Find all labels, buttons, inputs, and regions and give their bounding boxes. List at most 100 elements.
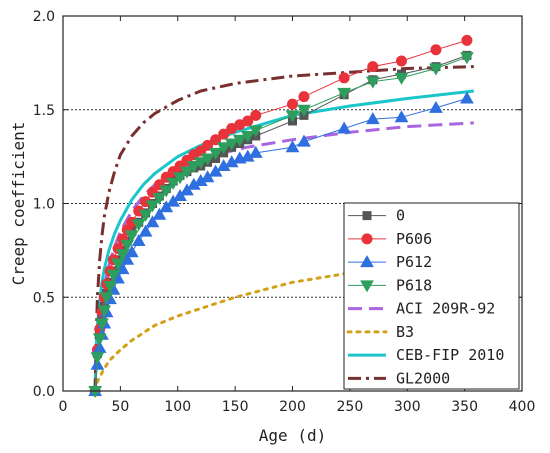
series-p618 xyxy=(88,52,474,399)
legend-item: P612 xyxy=(348,253,432,271)
data-point-triangle-up xyxy=(152,207,167,220)
legend-label: GL2000 xyxy=(396,369,450,387)
y-axis-title: Creep coefficient xyxy=(9,122,28,286)
data-point-triangle-down xyxy=(115,249,130,262)
data-point-triangle-down xyxy=(145,200,160,213)
data-point-triangle-down xyxy=(232,134,247,147)
data-point-triangle-down xyxy=(337,87,351,100)
data-point-circle xyxy=(361,233,373,245)
data-point-triangle-down xyxy=(159,185,174,198)
data-point-triangle-up xyxy=(248,145,263,158)
data-point-circle xyxy=(242,115,254,127)
axes: 0 50 100 150 200 250 300 350 400 0.0 0.5 1.0 1.5 2.0 A… xyxy=(9,9,535,445)
y-tick-label: 0.0 xyxy=(33,384,55,400)
data-point-circle xyxy=(461,34,473,46)
legend-label: P612 xyxy=(396,253,432,271)
x-tick-label: 50 xyxy=(111,399,129,415)
legend-label: CEB-FIP 2010 xyxy=(396,346,504,364)
data-point-triangle-down xyxy=(111,258,125,271)
x-tick-label: 250 xyxy=(337,399,364,415)
legend-box xyxy=(343,202,520,390)
data-point-triangle-down xyxy=(360,280,374,293)
data-point-triangle-down xyxy=(99,292,114,305)
legend: 0 P606 P612 P618 ACI 209R-92 B3 CEB-FIP 2010 GL… xyxy=(343,202,520,390)
data-point-triangle-up xyxy=(124,245,139,258)
data-point-triangle-down xyxy=(166,177,181,190)
data-point-triangle-down xyxy=(224,138,239,151)
data-point-triangle-down xyxy=(138,209,153,222)
legend-label: P606 xyxy=(396,230,432,248)
data-point-triangle-down xyxy=(173,172,187,185)
data-point-triangle-down xyxy=(131,219,146,232)
legend-item: GL2000 xyxy=(348,369,450,387)
y-tick-label: 0.5 xyxy=(33,290,55,306)
data-point-circle xyxy=(218,128,230,140)
data-point-triangle-up xyxy=(460,91,474,104)
data-point-triangle-up xyxy=(285,140,300,153)
data-point-circle xyxy=(298,91,310,103)
legend-item: P618 xyxy=(348,276,432,294)
series-layer xyxy=(88,34,476,399)
data-point-triangle-down xyxy=(92,333,107,346)
data-point-circle xyxy=(287,98,298,110)
legend-item: ACI 209R-92 xyxy=(348,300,495,318)
data-point-circle xyxy=(338,72,350,84)
data-point-triangle-down xyxy=(365,76,380,89)
data-point-triangle-down xyxy=(297,104,311,117)
data-point-triangle-up xyxy=(145,215,160,228)
y-tick-label: 1.5 xyxy=(33,103,55,119)
grid-lines xyxy=(63,109,522,298)
legend-item: CEB-FIP 2010 xyxy=(348,346,504,364)
data-point-triangle-down xyxy=(124,230,139,243)
data-point-circle xyxy=(396,55,408,67)
data-point-triangle-down xyxy=(88,386,102,399)
data-point-triangle-up xyxy=(115,262,130,275)
x-tick-label: 200 xyxy=(279,399,306,415)
data-point-triangle-down xyxy=(106,269,121,282)
x-tick-label: 400 xyxy=(509,399,536,415)
legend-item: 0 xyxy=(348,207,405,225)
data-point-triangle-up xyxy=(138,224,153,237)
data-point-triangle-down xyxy=(186,161,201,174)
data-point-square xyxy=(362,211,372,221)
series-line-gl2000 xyxy=(93,65,474,392)
data-point-triangle-up xyxy=(365,112,380,125)
x-tick-label: 150 xyxy=(222,399,249,415)
x-tick-label: 100 xyxy=(164,399,191,415)
x-tick-label: 0 xyxy=(59,399,68,415)
y-tick-label: 2.0 xyxy=(33,9,55,25)
legend-label: 0 xyxy=(396,207,405,225)
data-point-triangle-down xyxy=(152,192,167,205)
data-point-triangle-down xyxy=(120,239,135,252)
data-point-triangle-up xyxy=(297,134,311,147)
data-point-triangle-up xyxy=(337,121,351,134)
data-point-triangle-down xyxy=(394,72,409,85)
data-point-triangle-down xyxy=(216,142,231,155)
data-point-triangle-down xyxy=(193,157,208,170)
data-point-triangle-down xyxy=(285,110,300,123)
data-point-triangle-down xyxy=(97,305,112,318)
data-point-circle xyxy=(367,61,379,73)
data-point-triangle-down xyxy=(460,52,474,65)
legend-label: P618 xyxy=(396,276,432,294)
y-tick-label: 1.0 xyxy=(33,197,55,213)
data-point-triangle-down xyxy=(248,125,263,138)
data-point-triangle-up xyxy=(360,255,374,268)
x-axis-title: Age (d) xyxy=(259,426,326,445)
x-tick-label: 300 xyxy=(394,399,421,415)
data-point-triangle-down xyxy=(103,281,117,294)
legend-label: ACI 209R-92 xyxy=(396,300,495,318)
legend-item: B3 xyxy=(346,323,414,341)
data-point-triangle-up xyxy=(429,100,443,113)
legend-label: B3 xyxy=(396,323,414,341)
data-point-circle xyxy=(430,44,442,56)
data-point-triangle-down xyxy=(240,131,255,144)
data-point-circle xyxy=(250,109,262,121)
data-point-triangle-down xyxy=(180,166,194,179)
data-point-triangle-down xyxy=(208,147,223,160)
data-point-triangle-down xyxy=(429,63,443,76)
data-point-triangle-down xyxy=(95,318,109,331)
legend-item: P606 xyxy=(348,230,432,248)
data-point-triangle-down xyxy=(200,153,215,166)
